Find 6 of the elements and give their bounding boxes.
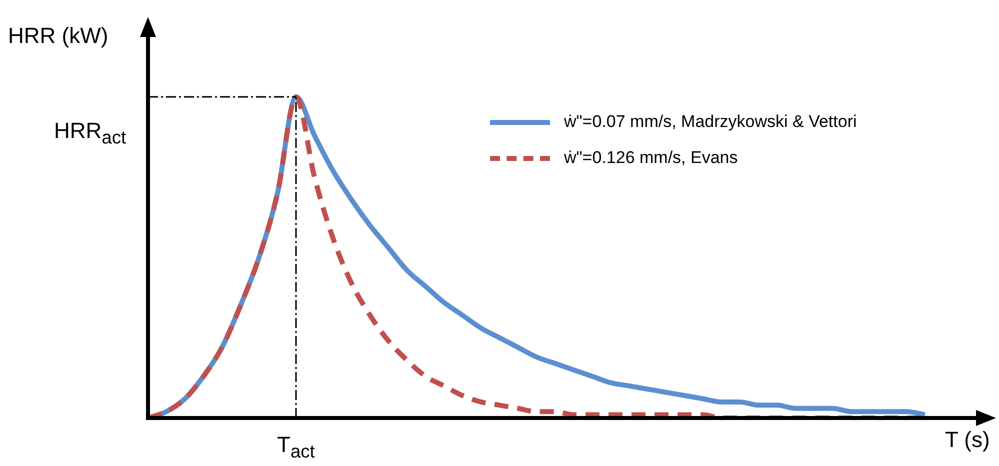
text: T$_{act}$ xyxy=(277,432,315,462)
y-axis-title: HRR (kW) xyxy=(8,23,108,49)
ref-line-label: HRR$_{act}$ xyxy=(54,118,126,148)
legend-label: ẇ"=0.126 mm/s, Evans xyxy=(564,148,738,168)
x-axis-title: T (s) xyxy=(945,427,990,453)
legend-label: ẇ"=0.07 mm/s, Madrzykowski & Vettori xyxy=(564,112,857,132)
